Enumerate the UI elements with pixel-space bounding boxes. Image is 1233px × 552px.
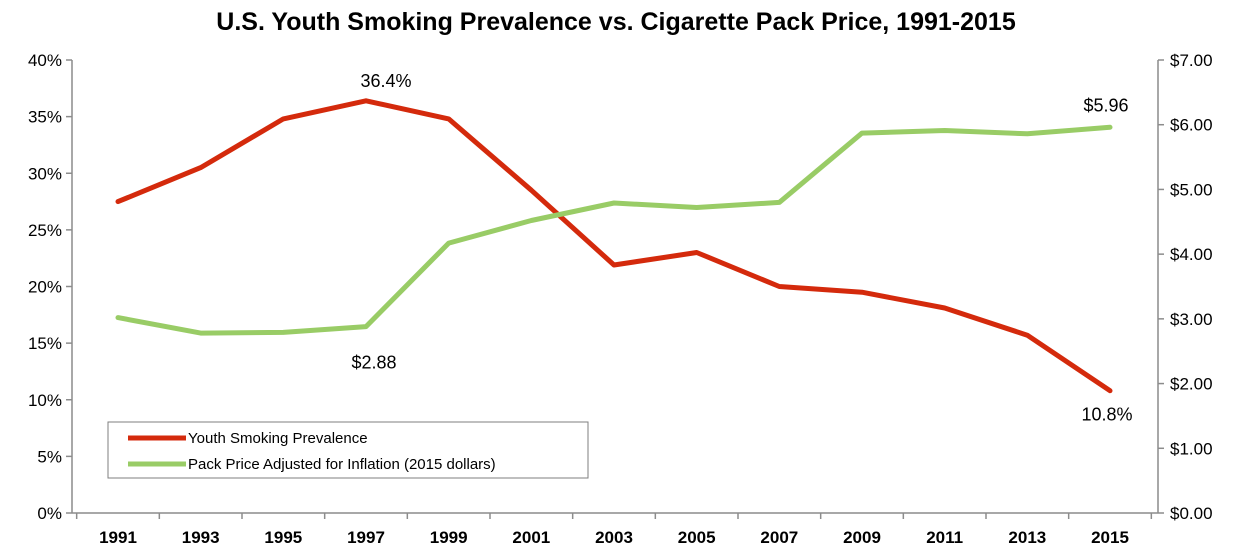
right-tick-label: $1.00 <box>1170 439 1213 458</box>
left-tick-label: 30% <box>28 164 62 183</box>
right-tick-label: $0.00 <box>1170 504 1213 523</box>
right-tick-label: $4.00 <box>1170 245 1213 264</box>
left-tick-label: 35% <box>28 108 62 127</box>
data-label: $2.88 <box>351 353 396 373</box>
x-tick-label: 2011 <box>926 528 963 547</box>
x-tick-label: 2009 <box>843 528 881 547</box>
left-tick-label: 0% <box>37 504 62 523</box>
x-tick-label: 1997 <box>347 528 385 547</box>
x-tick-label: 1995 <box>264 528 302 547</box>
x-tick-label: 1993 <box>182 528 220 547</box>
left-tick-label: 5% <box>37 447 62 466</box>
right-tick-label: $3.00 <box>1170 310 1213 329</box>
left-tick-label: 15% <box>28 334 62 353</box>
left-tick-label: 10% <box>28 391 62 410</box>
x-tick-label: 1991 <box>99 528 137 547</box>
left-tick-label: 25% <box>28 221 62 240</box>
annotation-layer: 36.4% $2.88 $5.96 10.8% <box>351 71 1132 425</box>
legend-label: Pack Price Adjusted for Inflation (2015 … <box>188 456 496 473</box>
right-tick-label: $2.00 <box>1170 375 1213 394</box>
pack-price-line <box>115 124 1113 336</box>
right-tick-label: $7.00 <box>1170 51 1213 70</box>
data-label: 36.4% <box>360 71 411 91</box>
x-tick-label: 2015 <box>1091 528 1129 547</box>
x-tick-label: 2013 <box>1008 528 1046 547</box>
data-label: $5.96 <box>1083 95 1128 115</box>
right-tick-label: $6.00 <box>1170 116 1213 135</box>
x-tick-label: 2007 <box>760 528 798 547</box>
legend-box <box>107 421 589 479</box>
series-layer <box>115 98 1113 394</box>
data-label: 10.8% <box>1081 405 1132 425</box>
legend: Youth Smoking Prevalence Pack Price Adjus… <box>107 421 589 479</box>
x-tick-label: 2001 <box>512 528 550 547</box>
legend-label: Youth Smoking Prevalence <box>188 430 368 447</box>
x-tick-label: 2003 <box>595 528 633 547</box>
left-tick-label: 40% <box>28 51 62 70</box>
x-tick-label: 1999 <box>430 528 468 547</box>
axes: 0% 5% 10% 15% 20% 25% 30% 35% 40% $0.00 $1.00 $2.00… <box>28 51 1213 547</box>
x-tick-label: 2005 <box>678 528 716 547</box>
chart-title: U.S. Youth Smoking Prevalence vs. Cigare… <box>216 8 1016 36</box>
youth-smoking-line <box>115 98 1113 394</box>
left-tick-label: 20% <box>28 278 62 297</box>
right-tick-label: $5.00 <box>1170 180 1213 199</box>
